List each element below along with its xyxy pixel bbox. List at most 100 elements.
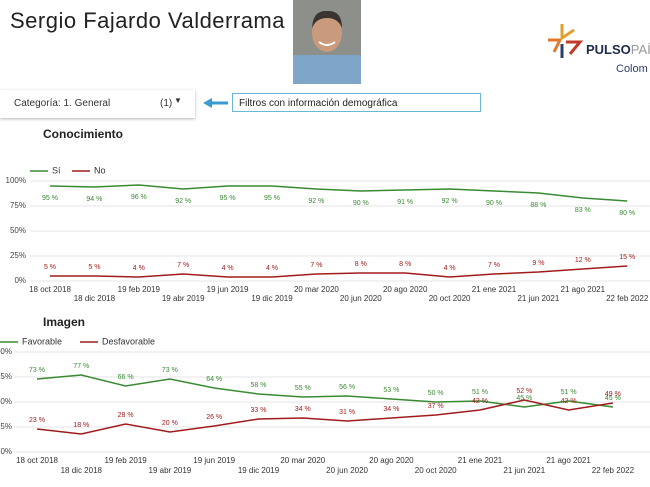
value-label: 28 % [118, 412, 134, 419]
y-tick-label: 50% [0, 397, 12, 406]
chart-title: Conocimiento [43, 127, 123, 141]
series-line [49, 184, 628, 202]
y-tick-label: 25% [10, 251, 26, 260]
logo: PULSOPAÍ Colom [540, 18, 650, 78]
x-tick-label: 22 feb 2022 [606, 294, 649, 303]
x-tick-label: 18 dic 2018 [61, 466, 103, 475]
value-label: 34 % [383, 406, 399, 413]
value-label: 50 % [428, 390, 444, 397]
value-label: 31 % [339, 409, 355, 416]
value-label: 42 % [472, 398, 488, 405]
filter-label-wrap: Categoría: 1. General [14, 98, 110, 109]
value-label: 83 % [575, 207, 591, 214]
legend-label: Sí [52, 165, 61, 175]
value-label: 58 % [251, 382, 267, 389]
value-label: 53 % [383, 387, 399, 394]
caret: ▼ [174, 96, 182, 105]
value-label: 4 % [266, 265, 278, 272]
value-label: 33 % [251, 407, 267, 414]
value-label: 96 % [131, 194, 147, 201]
x-tick-label: 18 dic 2018 [74, 294, 116, 303]
x-tick-label: 20 mar 2020 [294, 285, 339, 294]
legend-label: No [94, 165, 106, 175]
x-tick-label: 21 jun 2021 [503, 466, 545, 475]
photo [293, 0, 361, 84]
y-tick-label: 75% [10, 201, 26, 210]
x-tick-label: 20 oct 2020 [429, 294, 471, 303]
value-label: 5 % [88, 264, 100, 271]
value-label: 90 % [353, 200, 369, 207]
value-label: 4 % [133, 265, 145, 272]
y-tick-label: 25% [0, 422, 12, 431]
filter-hint: Filtros con información demográfica [232, 93, 481, 112]
filter-count: (1) [160, 98, 173, 109]
value-label: 73 % [29, 367, 45, 374]
value-label: 92 % [175, 198, 191, 205]
value-label: 64 % [206, 376, 222, 383]
y-tick-label: 50% [10, 226, 26, 235]
value-label: 45 % [605, 395, 621, 402]
x-tick-label: 18 oct 2018 [16, 456, 58, 465]
value-label: 37 % [428, 403, 444, 410]
value-label: 4 % [444, 265, 456, 272]
value-label: 88 % [530, 202, 546, 209]
x-tick-label: 21 jun 2021 [517, 294, 559, 303]
value-label: 77 % [73, 363, 89, 370]
value-label: 5 % [44, 264, 56, 271]
y-tick-label: 75% [0, 372, 12, 381]
value-label: 73 % [162, 367, 178, 374]
value-label: 4 % [222, 265, 234, 272]
value-label: 66 % [118, 374, 134, 381]
x-tick-label: 20 mar 2020 [280, 456, 325, 465]
value-label: 8 % [355, 261, 367, 268]
value-label: 34 % [295, 406, 311, 413]
y-tick-label: 0% [0, 447, 12, 456]
x-tick-label: 19 dic 2019 [251, 294, 293, 303]
logo-icon [548, 24, 584, 58]
value-label: 42 % [561, 398, 577, 405]
value-label: 45 % [516, 395, 532, 402]
value-label: 12 % [575, 257, 591, 264]
legend-label: Favorable [22, 336, 62, 346]
filter-value: 1. General [63, 98, 111, 109]
x-tick-label: 22 feb 2022 [592, 466, 635, 475]
logo-main: PULSO [586, 42, 631, 57]
x-tick-label: 21 ago 2021 [561, 285, 606, 294]
value-label: 20 % [162, 420, 178, 427]
x-tick-label: 20 oct 2020 [415, 466, 457, 475]
value-label: 55 % [295, 385, 311, 392]
x-tick-label: 19 feb 2019 [104, 456, 147, 465]
series-line [36, 399, 614, 435]
x-tick-label: 19 jun 2019 [193, 456, 235, 465]
value-label: 51 % [561, 389, 577, 396]
value-label: 7 % [310, 262, 322, 269]
x-tick-label: 20 jun 2020 [326, 466, 368, 475]
y-tick-label: 100% [6, 176, 26, 185]
value-label: 95 % [42, 195, 58, 202]
value-label: 91 % [397, 199, 413, 206]
y-tick-label: 100% [0, 347, 12, 356]
value-label: 56 % [339, 384, 355, 391]
value-label: 80 % [619, 210, 635, 217]
value-label: 7 % [177, 262, 189, 269]
value-label: 51 % [472, 389, 488, 396]
logo-accent: PAÍ [630, 42, 650, 57]
value-label: 95 % [220, 195, 236, 202]
x-tick-label: 19 feb 2019 [118, 285, 161, 294]
x-tick-label: 19 abr 2019 [149, 466, 192, 475]
value-label: 9 % [532, 260, 544, 267]
value-label: 52 % [516, 388, 532, 395]
value-label: 26 % [206, 414, 222, 421]
x-tick-label: 21 ene 2021 [472, 285, 517, 294]
x-tick-label: 19 jun 2019 [207, 285, 249, 294]
y-tick-label: 0% [14, 276, 26, 285]
x-tick-label: 21 ene 2021 [458, 456, 503, 465]
value-label: 92 % [442, 198, 458, 205]
x-tick-label: 18 oct 2018 [29, 285, 71, 294]
value-label: 92 % [308, 198, 324, 205]
filter-dropdown[interactable]: Categoría: 1. General (1) ▼ [0, 90, 195, 118]
value-label: 23 % [29, 417, 45, 424]
value-label: 95 % [264, 195, 280, 202]
